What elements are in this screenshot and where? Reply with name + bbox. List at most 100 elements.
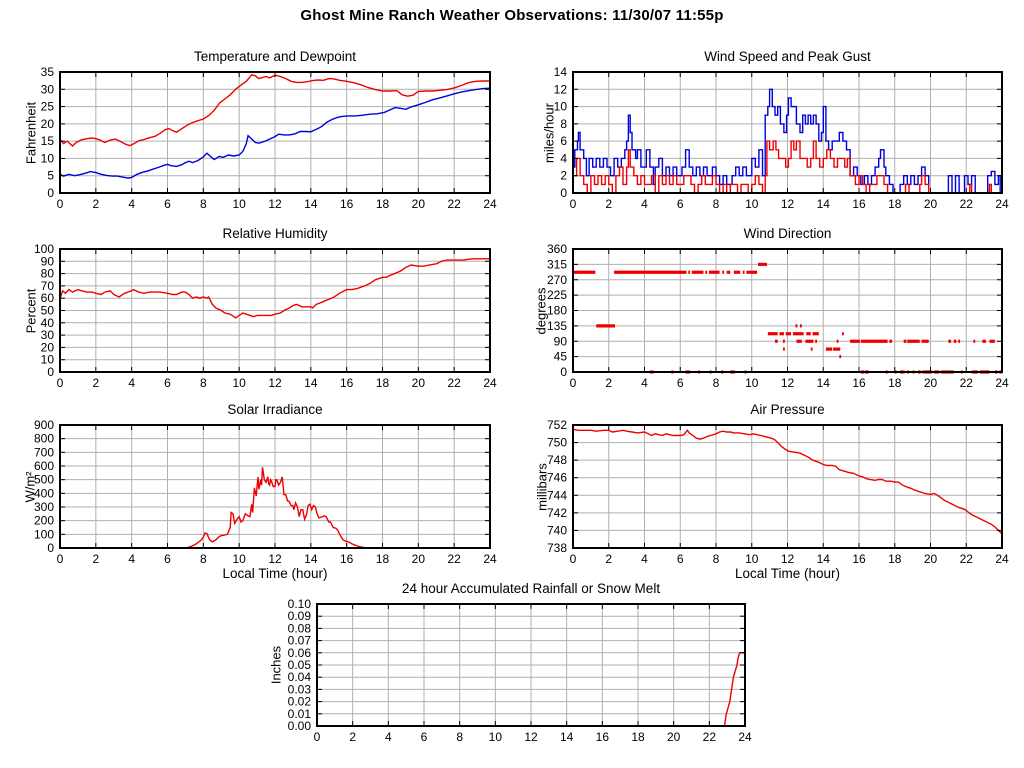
y-tick-label: 70	[41, 279, 55, 293]
y-tick-label: 900	[34, 418, 54, 432]
y-tick-label: 746	[547, 471, 567, 485]
x-tick-label: 0	[57, 552, 64, 566]
y-axis-label-inches: Inches	[268, 645, 284, 685]
x-tick-label: 18	[888, 552, 902, 566]
y-axis-label-fahrenheit: Fahrenheit	[23, 101, 39, 164]
x-tick-label: 0	[57, 376, 64, 390]
x-tick-label: 24	[483, 552, 497, 566]
x-tick-label: 22	[960, 552, 974, 566]
x-tick-label: 16	[852, 376, 866, 390]
x-tick-label: 14	[304, 376, 318, 390]
y-tick-label: 600	[34, 459, 54, 473]
x-tick-label: 20	[412, 376, 426, 390]
y-tick-label: 0	[560, 365, 567, 379]
y-tick-label: 30	[41, 82, 55, 96]
y-tick-label: 0.02	[288, 695, 312, 709]
x-tick-label: 24	[483, 376, 497, 390]
y-tick-label: 180	[547, 304, 567, 318]
x-tick-label: 20	[412, 552, 426, 566]
x-tick-label: 24	[483, 197, 497, 211]
y-tick-label: 10	[41, 151, 55, 165]
chart-title-temperature-dewpoint: Temperature and Dewpoint	[193, 49, 357, 64]
x-tick-label: 8	[713, 376, 720, 390]
y-tick-label: 300	[34, 500, 54, 514]
x-tick-label: 10	[232, 197, 246, 211]
plot-border	[59, 424, 491, 549]
x-tick-label: 20	[924, 376, 938, 390]
chart-title-rainfall: 24 hour Accumulated Rainfall or Snow Mel…	[401, 581, 661, 596]
y-tick-label: 100	[34, 527, 54, 541]
y-tick-label: 0	[47, 541, 54, 555]
x-tick-label: 24	[738, 730, 752, 744]
y-axis-label-degrees: degrees	[533, 287, 549, 334]
x-tick-label: 6	[164, 197, 171, 211]
y-tick-label: 14	[554, 65, 568, 79]
x-tick-label: 12	[268, 376, 282, 390]
chart-solar-irradiance: 0 2 4 6 8 10 12 14 16 18 20 22 240100200300400500600…	[34, 418, 497, 566]
x-tick-label: 2	[92, 552, 99, 566]
y-tick-label: 0.05	[288, 658, 312, 672]
y-tick-label: 752	[547, 418, 567, 432]
plot-border	[59, 71, 491, 194]
y-tick-label: 0.04	[288, 670, 312, 684]
y-tick-label: 10	[554, 100, 568, 114]
y-tick-label: 135	[547, 319, 567, 333]
y-tick-label: 200	[34, 514, 54, 528]
y-tick-label: 4	[560, 151, 567, 165]
temperature-line	[59, 74, 490, 147]
x-tick-label: 20	[412, 197, 426, 211]
air-pressure-line	[572, 428, 1003, 535]
chart-title-wind-direction: Wind Direction	[743, 226, 832, 241]
y-tick-label: 10	[41, 353, 55, 367]
chart-title-wind-speed-gust: Wind Speed and Peak Gust	[704, 49, 871, 64]
y-tick-label: 90	[41, 254, 55, 268]
x-tick-label: 4	[128, 197, 135, 211]
x-tick-label: 18	[376, 376, 390, 390]
y-tick-label: 0	[560, 186, 567, 200]
x-tick-label: 0	[570, 197, 577, 211]
y-tick-label: 360	[547, 242, 567, 256]
y-tick-label: 748	[547, 453, 567, 467]
y-tick-label: 0.07	[288, 634, 312, 648]
x-tick-label: 12	[781, 197, 795, 211]
y-tick-label: 400	[34, 486, 54, 500]
x-tick-label: 22	[703, 730, 717, 744]
plot-border	[572, 248, 1003, 373]
x-tick-label: 10	[232, 376, 246, 390]
y-axis-label-percent: Percent	[23, 288, 39, 333]
x-tick-label: 4	[128, 376, 135, 390]
x-tick-label: 22	[447, 376, 461, 390]
x-tick-label: 8	[713, 197, 720, 211]
y-tick-label: 30	[41, 328, 55, 342]
x-tick-label: 18	[376, 552, 390, 566]
y-tick-label: 60	[41, 291, 55, 305]
x-tick-label: 8	[200, 552, 207, 566]
x-tick-label: 18	[888, 376, 902, 390]
y-tick-label: 12	[554, 82, 568, 96]
x-tick-label: 6	[164, 552, 171, 566]
y-tick-label: 40	[41, 316, 55, 330]
x-tick-label: 12	[268, 197, 282, 211]
y-tick-label: 2	[560, 169, 567, 183]
x-tick-label: 24	[995, 552, 1009, 566]
x-tick-label: 4	[641, 552, 648, 566]
wind-speed-line	[573, 140, 1002, 194]
y-tick-label: 270	[547, 273, 567, 287]
y-tick-label: 225	[547, 288, 567, 302]
y-tick-label: 500	[34, 473, 54, 487]
x-tick-label: 0	[314, 730, 321, 744]
x-tick-label: 10	[745, 552, 759, 566]
x-tick-label: 14	[817, 552, 831, 566]
x-tick-label: 2	[605, 197, 612, 211]
y-tick-label: 20	[41, 117, 55, 131]
y-tick-label: 35	[41, 65, 55, 79]
y-tick-label: 740	[547, 523, 567, 537]
x-tick-label: 2	[605, 552, 612, 566]
y-tick-label: 0.01	[288, 707, 312, 721]
y-tick-label: 20	[41, 340, 55, 354]
chart-title-solar-irradiance: Solar Irradiance	[227, 402, 323, 417]
x-tick-label: 8	[200, 197, 207, 211]
